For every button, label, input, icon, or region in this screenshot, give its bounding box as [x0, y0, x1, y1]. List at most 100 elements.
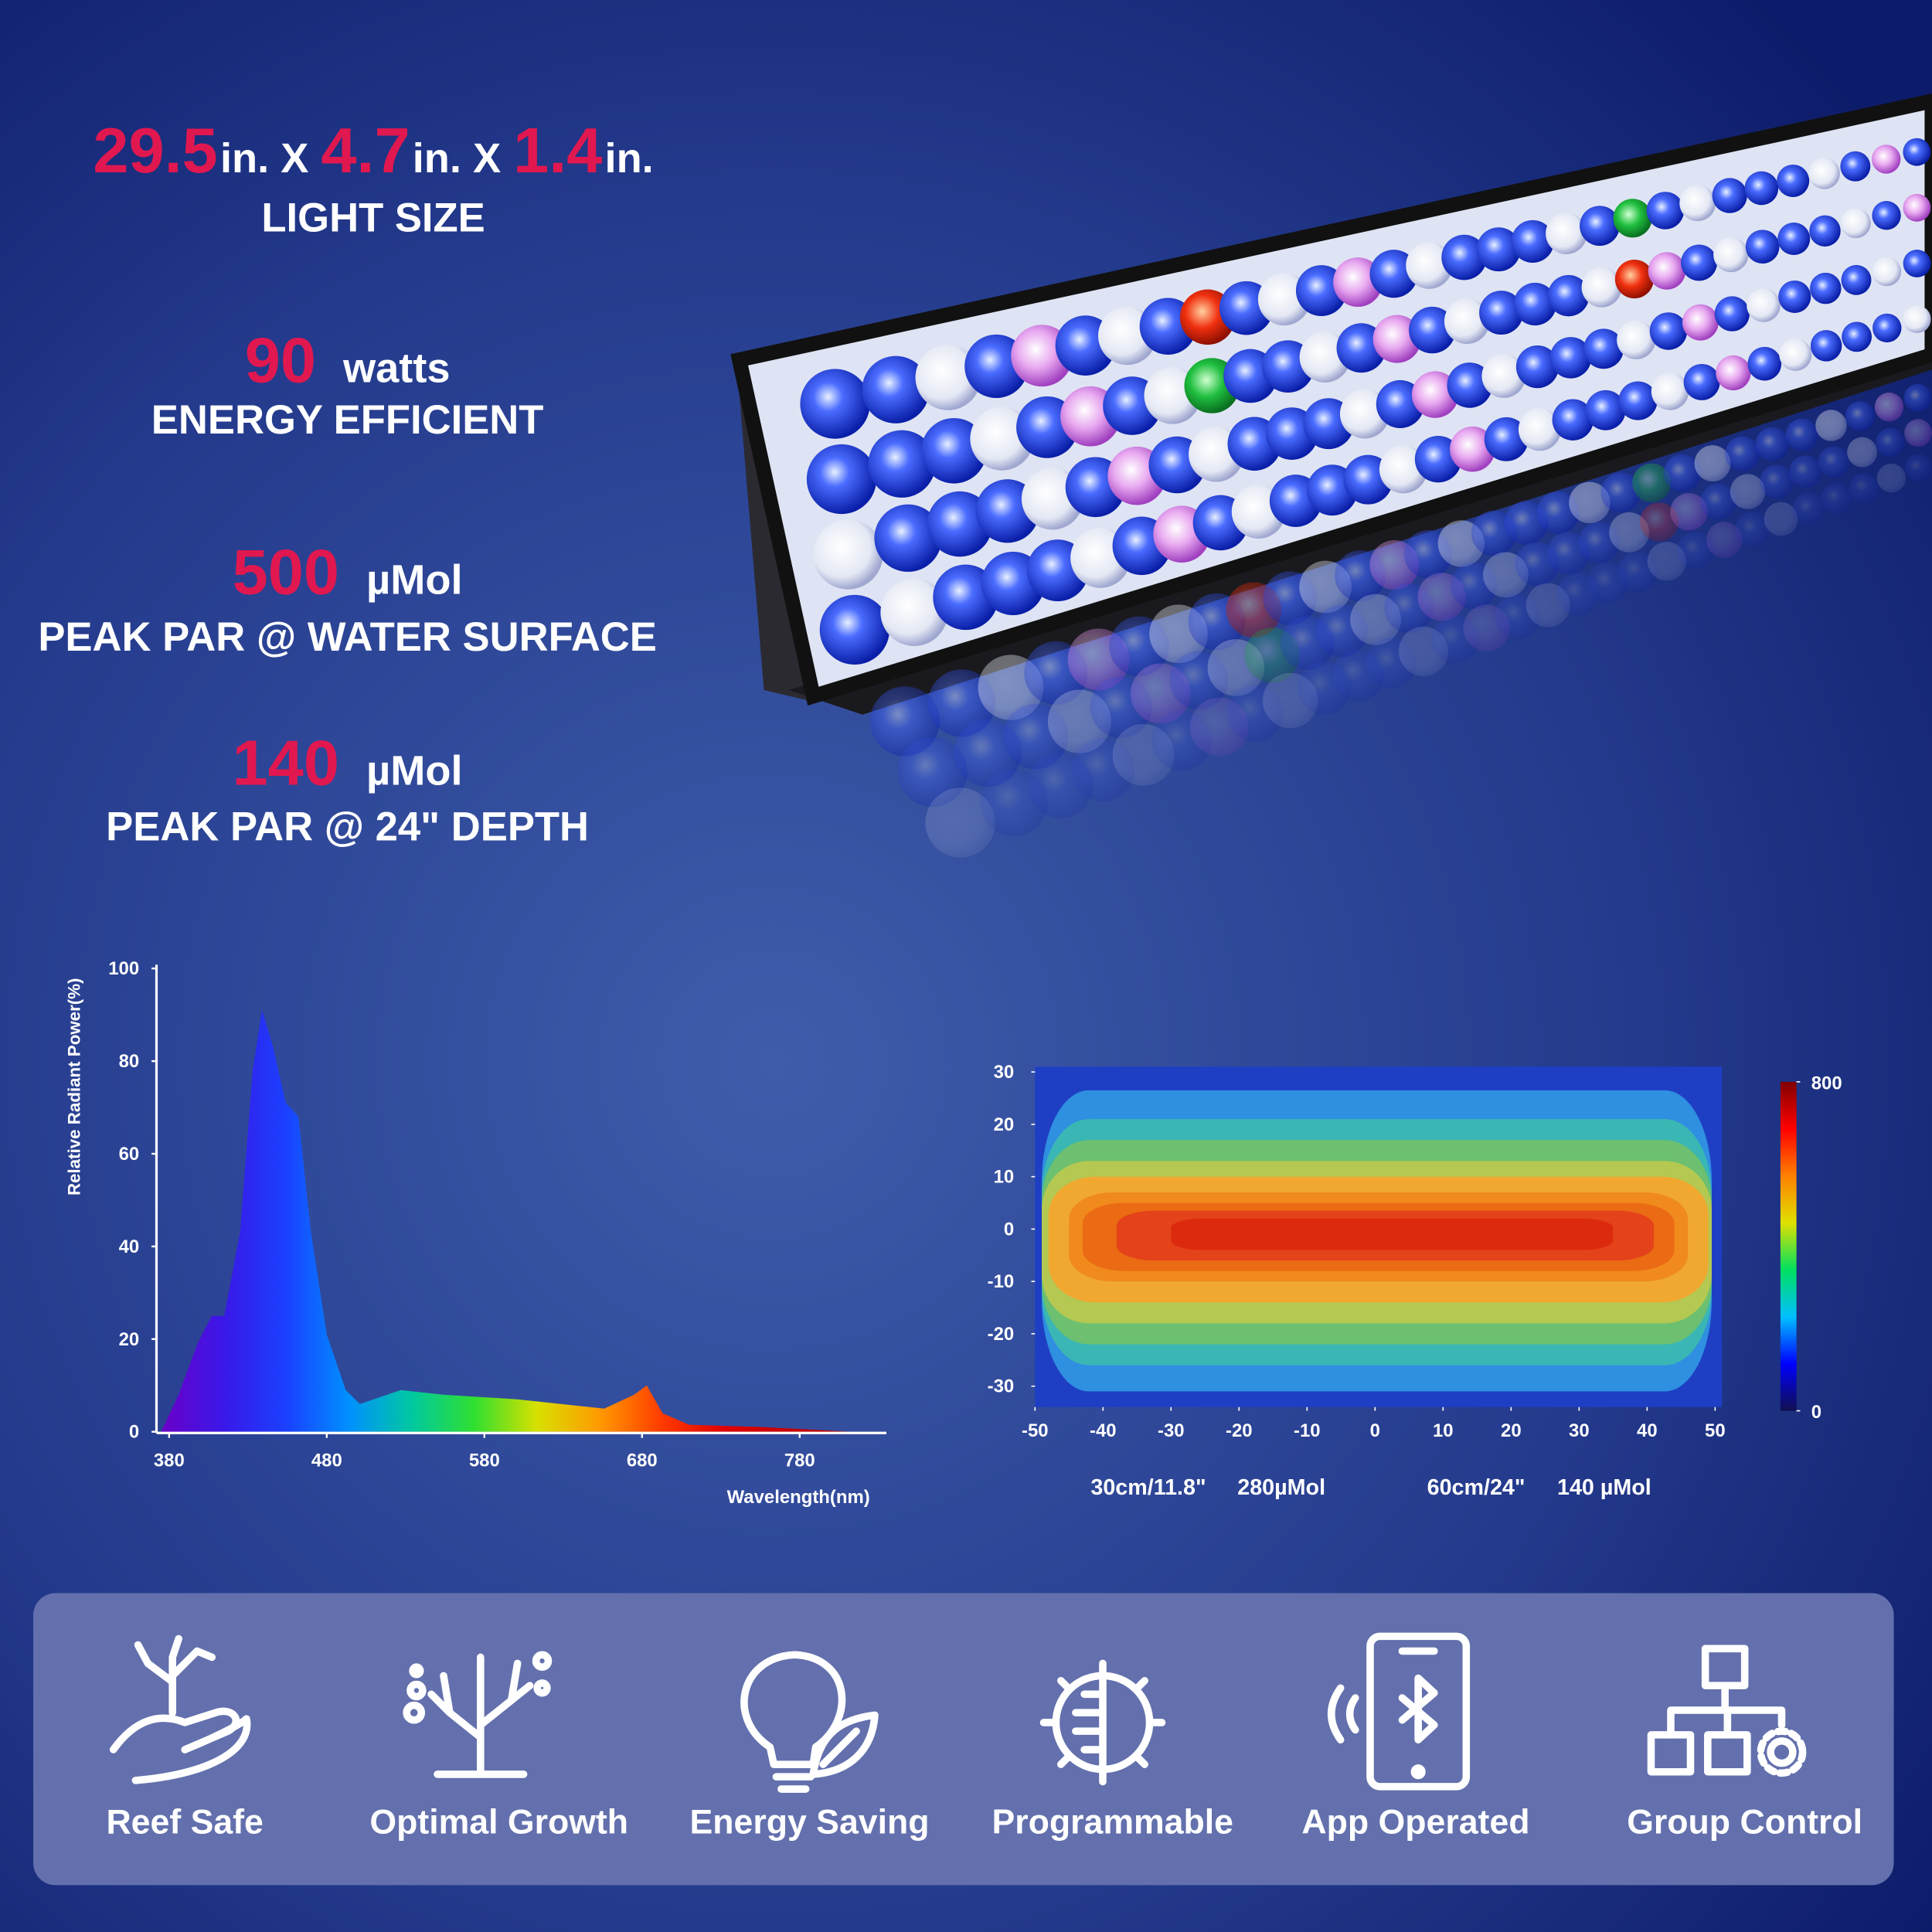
spec-number: 140 — [233, 727, 339, 799]
led-reflection — [1730, 474, 1766, 509]
spec-unit: watts — [342, 345, 451, 391]
led-reflection — [1670, 492, 1708, 531]
led-reflection — [1818, 446, 1850, 478]
y-tick-label: 100 — [108, 958, 139, 979]
y-tick-label: -10 — [988, 1271, 1015, 1292]
led-reflection — [1536, 491, 1580, 534]
led — [1484, 417, 1529, 461]
annotation: 140 µMol — [1557, 1475, 1651, 1500]
spec-unit: in. X — [413, 135, 501, 182]
y-tick-label: -20 — [988, 1324, 1015, 1345]
led — [1872, 257, 1902, 287]
y-tick-label: 20 — [994, 1114, 1015, 1135]
led — [1872, 313, 1902, 343]
led — [1716, 355, 1751, 391]
spec-value: 140 µMol — [233, 727, 463, 799]
x-tick-label: -20 — [1226, 1420, 1253, 1441]
led — [880, 578, 948, 646]
led — [1450, 426, 1495, 472]
x-tick-label: 30 — [1569, 1420, 1590, 1441]
led-reflection — [1706, 522, 1743, 559]
led — [1481, 354, 1526, 398]
led — [915, 345, 981, 410]
led — [1476, 227, 1521, 272]
led-reflection — [1569, 481, 1611, 524]
led — [1580, 206, 1620, 247]
led — [1406, 242, 1453, 289]
led — [1547, 274, 1590, 317]
feature-label: Programmable — [992, 1803, 1233, 1841]
led — [1903, 305, 1931, 333]
y-axis-title: Relative Radiant Power(%) — [65, 978, 84, 1196]
led-reflection — [1903, 383, 1932, 412]
led — [1618, 381, 1658, 420]
led — [1441, 234, 1487, 281]
led — [1777, 222, 1811, 256]
led — [1651, 372, 1689, 410]
spec-number: 500 — [233, 536, 339, 607]
led — [1479, 291, 1523, 335]
y-tick-label: 80 — [119, 1051, 140, 1072]
led — [1713, 236, 1749, 273]
x-tick-label: 50 — [1705, 1420, 1726, 1441]
led — [1515, 345, 1560, 389]
led-reflection — [1874, 392, 1904, 422]
led — [1613, 199, 1652, 238]
led — [1872, 201, 1901, 230]
annotation: 30cm/11.8" — [1090, 1475, 1206, 1500]
led — [1747, 288, 1781, 322]
led — [1842, 321, 1872, 352]
led — [1414, 435, 1462, 483]
spec-unit: in. X — [220, 135, 308, 182]
led — [813, 519, 883, 590]
led — [1372, 315, 1421, 363]
led-reflection — [1600, 472, 1641, 513]
x-tick-label: 680 — [627, 1450, 658, 1471]
led — [1903, 138, 1931, 166]
x-tick-label: 10 — [1433, 1420, 1454, 1441]
led — [1841, 264, 1872, 295]
spec-number: 90 — [245, 324, 316, 396]
led — [1903, 249, 1931, 277]
x-tick-label: 480 — [311, 1450, 342, 1471]
led — [1747, 346, 1782, 381]
led-reflection — [1639, 502, 1679, 542]
led — [1871, 145, 1901, 174]
led-reflection — [1821, 482, 1852, 515]
led — [1810, 330, 1842, 362]
x-tick-label: 20 — [1501, 1420, 1522, 1441]
spec-number: 29.5 — [93, 114, 217, 186]
led-reflection — [1694, 445, 1731, 481]
spec-label: PEAK PAR @ WATER SURFACE — [38, 614, 657, 660]
contour-band — [1171, 1218, 1614, 1250]
led — [806, 444, 877, 515]
led — [1447, 362, 1493, 408]
feature-label: Energy Saving — [690, 1803, 930, 1841]
led-reflection — [1735, 512, 1770, 547]
led-reflection — [1904, 419, 1932, 447]
led — [1646, 192, 1685, 230]
led — [800, 369, 870, 439]
spec-value: 29.5in. X 4.7in. X 1.4in. — [93, 114, 653, 186]
led-reflection — [1904, 454, 1932, 482]
spec-value: 500 µMol — [233, 536, 463, 607]
feature-label: Optimal Growth — [369, 1803, 628, 1841]
led — [1648, 252, 1686, 290]
led-reflection — [1847, 437, 1878, 468]
led-reflection — [1789, 455, 1822, 488]
led-reflection — [925, 787, 995, 858]
led — [1444, 298, 1490, 345]
x-tick-label: -30 — [1158, 1420, 1185, 1441]
colorbar — [1780, 1081, 1797, 1411]
icon-programmable — [1039, 1659, 1166, 1786]
spec-label: PEAK PAR @ 24" DEPTH — [106, 804, 589, 849]
spec-label: ENERGY EFFICIENT — [151, 397, 544, 443]
led — [1511, 219, 1554, 263]
spec-number: 1.4 — [513, 114, 602, 186]
led-reflection — [1849, 473, 1879, 504]
led-reflection — [1792, 492, 1825, 526]
led-reflection — [1725, 436, 1760, 471]
spec-label: LIGHT SIZE — [261, 196, 485, 241]
